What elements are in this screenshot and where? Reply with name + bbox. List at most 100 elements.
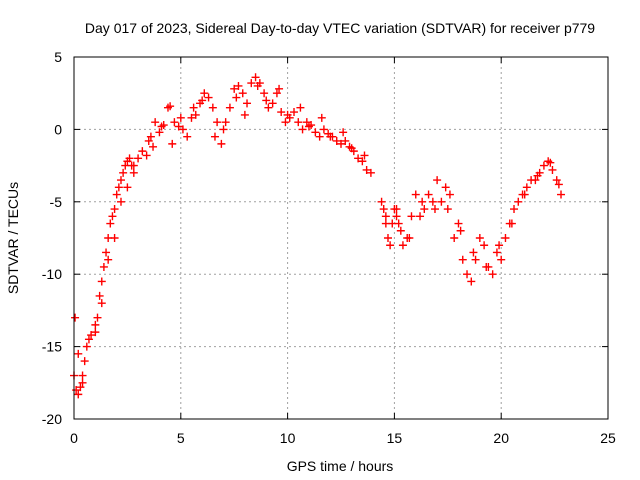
data-point: [381, 212, 390, 221]
data-point: [217, 139, 226, 148]
data-point: [366, 168, 375, 177]
data-point: [467, 277, 476, 286]
data-point: [514, 197, 523, 206]
data-point: [262, 96, 271, 105]
data-point: [337, 139, 345, 148]
data-point: [125, 154, 134, 163]
data-point: [129, 161, 138, 170]
data-point: [102, 248, 111, 257]
data-point: [398, 241, 407, 250]
data-point: [144, 136, 153, 145]
data-point: [74, 349, 83, 358]
data-point: [492, 248, 501, 257]
data-point: [260, 89, 269, 98]
data-point: [78, 371, 87, 380]
data-point: [99, 262, 108, 271]
data-point: [311, 128, 320, 137]
data-point: [405, 234, 414, 242]
data-point: [445, 190, 454, 199]
data-point: [548, 165, 557, 174]
data-point: [230, 84, 239, 93]
data-point: [471, 255, 480, 264]
data-point: [302, 118, 311, 127]
x-tick-label: 0: [70, 430, 78, 446]
data-point: [116, 197, 125, 206]
data-point: [275, 84, 284, 93]
data-point: [443, 205, 452, 214]
y-tick-label: 5: [54, 49, 62, 65]
data-point: [146, 132, 155, 141]
data-point: [456, 226, 465, 235]
data-point: [546, 158, 555, 167]
data-point: [149, 142, 158, 151]
data-point: [520, 190, 529, 199]
x-tick-label: 5: [177, 430, 185, 446]
data-point: [539, 161, 548, 170]
data-point: [198, 96, 207, 105]
data-point: [450, 234, 459, 242]
x-tick-label: 15: [387, 430, 403, 446]
data-point: [386, 241, 395, 250]
data-point: [76, 383, 85, 392]
data-point: [80, 357, 89, 366]
data-point: [87, 331, 96, 340]
data-point: [110, 234, 119, 242]
data-point: [110, 205, 119, 214]
x-tick-label: 20: [493, 430, 509, 446]
data-point: [522, 183, 531, 192]
data-point: [232, 93, 241, 102]
data-point: [332, 136, 341, 145]
data-point: [82, 342, 91, 351]
y-tick-label: -10: [42, 266, 62, 282]
data-point: [71, 313, 80, 322]
data-point: [392, 212, 401, 221]
data-point: [437, 197, 446, 206]
data-point: [253, 81, 262, 90]
data-point: [114, 183, 123, 192]
data-point: [424, 190, 433, 199]
data-point: [210, 132, 219, 141]
data-point: [264, 103, 273, 112]
data-point: [501, 234, 510, 242]
data-point: [247, 79, 256, 88]
data-point: [112, 190, 121, 199]
chart-title: Day 017 of 2023, Sidereal Day-to-day VTE…: [85, 20, 595, 36]
data-point: [234, 81, 243, 90]
data-point: [283, 110, 292, 119]
data-point: [497, 255, 506, 264]
data-point: [225, 103, 234, 112]
data-point: [418, 197, 427, 206]
data-point: [93, 313, 102, 322]
data-point: [552, 176, 561, 185]
data-point: [416, 212, 425, 221]
data-point: [433, 176, 442, 185]
y-tick-label: -15: [42, 339, 62, 355]
data-point: [290, 108, 299, 117]
data-point: [116, 176, 125, 185]
data-point: [441, 183, 450, 192]
data-point: [554, 180, 563, 189]
data-point: [411, 190, 420, 199]
data-point: [176, 113, 185, 122]
y-tick-label: -20: [42, 411, 62, 427]
y-tick-label: 0: [54, 121, 62, 137]
data-series-sdtvar: [70, 73, 566, 399]
data-point: [317, 113, 326, 122]
data-point: [138, 147, 147, 156]
data-point: [106, 219, 115, 228]
data-point: [238, 89, 247, 98]
data-point: [379, 205, 388, 214]
data-point: [268, 99, 277, 108]
data-point: [174, 122, 183, 131]
data-point: [178, 125, 187, 134]
data-point: [533, 171, 542, 180]
data-point: [272, 89, 281, 98]
data-point: [557, 190, 566, 199]
data-point: [495, 241, 504, 250]
data-point: [377, 197, 386, 206]
data-point: [469, 248, 478, 257]
data-point: [480, 241, 489, 250]
data-point: [458, 255, 467, 264]
data-point: [281, 118, 290, 127]
